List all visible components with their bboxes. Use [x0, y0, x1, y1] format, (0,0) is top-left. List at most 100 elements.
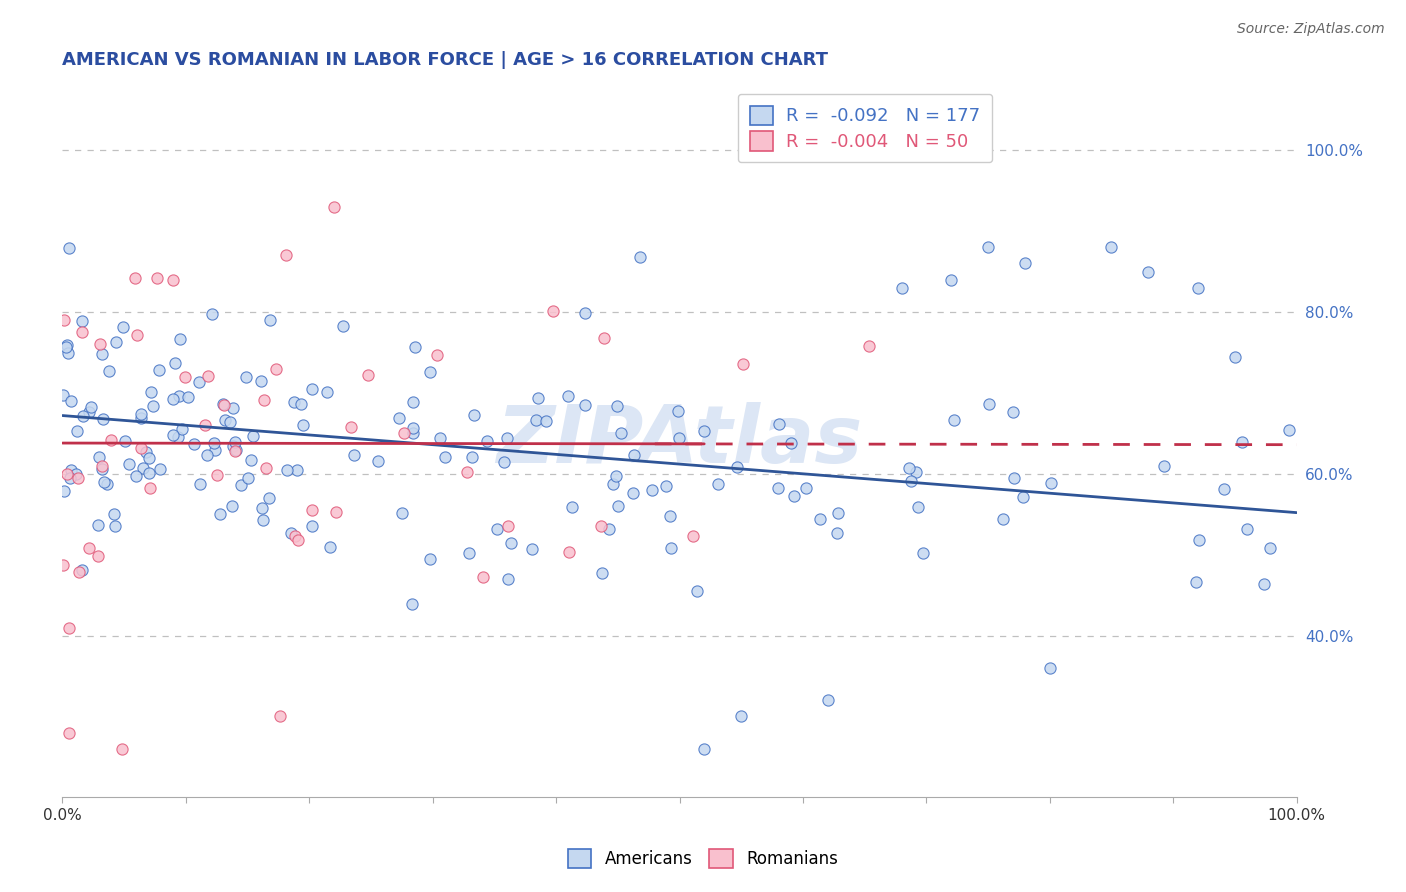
Point: [727, 459, 749, 474]
Point: [460, 450, 482, 464]
Point: [426, 348, 449, 362]
Point: [609, 425, 631, 440]
Point: [1213, 482, 1236, 496]
Point: [59, 471, 82, 485]
Point: [693, 741, 716, 756]
Point: [1278, 423, 1301, 437]
Point: [224, 444, 246, 458]
Point: [259, 313, 281, 327]
Point: [280, 526, 302, 541]
Point: [1039, 661, 1062, 675]
Point: [825, 526, 848, 541]
Point: [557, 389, 579, 403]
Point: [138, 467, 160, 481]
Point: [197, 368, 219, 383]
Point: [1001, 405, 1024, 419]
Point: [486, 522, 509, 536]
Point: [239, 453, 262, 467]
Point: [201, 307, 224, 321]
Point: [768, 417, 790, 431]
Point: [1099, 240, 1122, 254]
Point: [682, 529, 704, 543]
Y-axis label: In Labor Force | Age > 16: In Labor Force | Age > 16: [0, 343, 8, 539]
Point: [252, 513, 274, 527]
Point: [141, 385, 163, 400]
Point: [496, 519, 519, 533]
Point: [66, 470, 89, 484]
Point: [132, 461, 155, 475]
Point: [605, 469, 627, 483]
Point: [419, 365, 441, 379]
Point: [104, 518, 127, 533]
Point: [87, 518, 110, 533]
Point: [495, 431, 517, 445]
Point: [111, 741, 134, 756]
Point: [343, 449, 366, 463]
Point: [561, 500, 583, 514]
Point: [188, 376, 211, 390]
Point: [1253, 577, 1275, 591]
Point: [202, 436, 225, 450]
Point: [666, 403, 689, 417]
Point: [434, 450, 457, 464]
Point: [290, 397, 312, 411]
Point: [1188, 533, 1211, 548]
Point: [1260, 541, 1282, 555]
Point: [817, 693, 839, 707]
Point: [496, 572, 519, 586]
Point: [65, 467, 87, 481]
Point: [162, 428, 184, 442]
Point: [783, 489, 806, 503]
Point: [526, 391, 548, 405]
Point: [91, 412, 114, 426]
Point: [558, 545, 581, 559]
Point: [1223, 350, 1246, 364]
Point: [204, 443, 226, 458]
Point: [706, 477, 728, 491]
Point: [100, 434, 122, 448]
Point: [685, 584, 707, 599]
Point: [52, 558, 75, 573]
Point: [1137, 264, 1160, 278]
Point: [402, 421, 425, 435]
Point: [1014, 256, 1036, 270]
Point: [574, 398, 596, 412]
Point: [165, 356, 187, 370]
Point: [242, 429, 264, 443]
Point: [52, 484, 75, 499]
Point: [172, 422, 194, 436]
Point: [325, 504, 347, 518]
Point: [222, 401, 245, 416]
Point: [125, 468, 148, 483]
Point: [148, 462, 170, 476]
Point: [1153, 458, 1175, 473]
Text: ZIPAtlas: ZIPAtlas: [496, 402, 863, 481]
Point: [89, 450, 111, 465]
Point: [419, 551, 441, 566]
Point: [623, 448, 645, 462]
Point: [904, 465, 927, 479]
Point: [794, 481, 817, 495]
Point: [221, 439, 243, 453]
Point: [939, 273, 962, 287]
Point: [977, 240, 1000, 254]
Point: [463, 409, 485, 423]
Point: [457, 546, 479, 560]
Point: [52, 313, 75, 327]
Point: [72, 563, 94, 577]
Point: [56, 346, 79, 360]
Point: [269, 709, 291, 723]
Point: [693, 425, 716, 439]
Point: [602, 476, 624, 491]
Point: [138, 451, 160, 466]
Point: [897, 461, 920, 475]
Point: [991, 512, 1014, 526]
Point: [276, 463, 298, 477]
Point: [391, 506, 413, 520]
Point: [387, 411, 409, 425]
Point: [1184, 574, 1206, 589]
Point: [77, 404, 100, 418]
Point: [77, 541, 100, 555]
Point: [429, 431, 451, 445]
Point: [1011, 491, 1033, 505]
